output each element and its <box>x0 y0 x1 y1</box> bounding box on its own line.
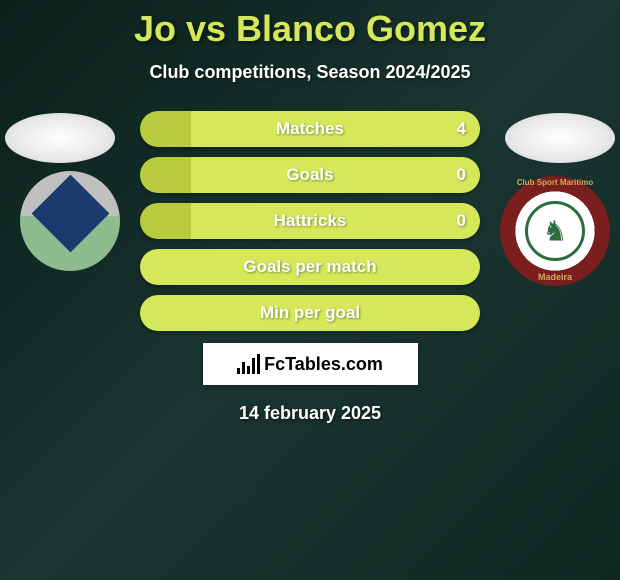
brand-bar <box>242 362 245 374</box>
stat-bar-mpg: Min per goal <box>140 295 480 331</box>
club-right-text-top: Club Sport Maritimo <box>504 178 606 187</box>
brand-bar <box>237 368 240 374</box>
club-logo-left <box>20 171 120 271</box>
brand-bar <box>252 358 255 374</box>
stat-bar-goals: Goals 0 <box>140 157 480 193</box>
player-avatar-left <box>5 113 115 163</box>
club-right-inner: ♞ <box>525 201 585 261</box>
stat-bar-hattricks: Hattricks 0 <box>140 203 480 239</box>
date-text: 14 february 2025 <box>0 403 620 424</box>
brand-chart-icon <box>237 354 260 374</box>
subtitle: Club competitions, Season 2024/2025 <box>0 62 620 83</box>
main-container: Club Sport Maritimo ♞ Madeira Matches 4 … <box>0 111 620 424</box>
brand-bar <box>247 366 250 374</box>
stat-label-gpm: Goals per match <box>243 257 376 277</box>
brand-bar <box>257 354 260 374</box>
club-logo-right: Club Sport Maritimo ♞ Madeira <box>500 176 610 286</box>
stat-label-goals: Goals <box>286 165 333 185</box>
player-avatar-right <box>505 113 615 163</box>
lion-icon: ♞ <box>542 215 567 248</box>
brand-box[interactable]: FcTables.com <box>203 343 418 385</box>
stat-value-hattricks: 0 <box>457 211 466 231</box>
page-title: Jo vs Blanco Gomez <box>0 0 620 50</box>
stat-bar-matches: Matches 4 <box>140 111 480 147</box>
club-right-text-bottom: Madeira <box>504 272 606 282</box>
stat-label-matches: Matches <box>276 119 344 139</box>
stat-label-mpg: Min per goal <box>260 303 360 323</box>
brand-text: FcTables.com <box>264 354 383 375</box>
stat-value-goals: 0 <box>457 165 466 185</box>
brand-logo: FcTables.com <box>237 354 383 375</box>
stat-label-hattricks: Hattricks <box>274 211 347 231</box>
stat-bar-gpm: Goals per match <box>140 249 480 285</box>
stat-value-matches: 4 <box>457 119 466 139</box>
stats-container: Matches 4 Goals 0 Hattricks 0 Goals per … <box>140 111 480 331</box>
